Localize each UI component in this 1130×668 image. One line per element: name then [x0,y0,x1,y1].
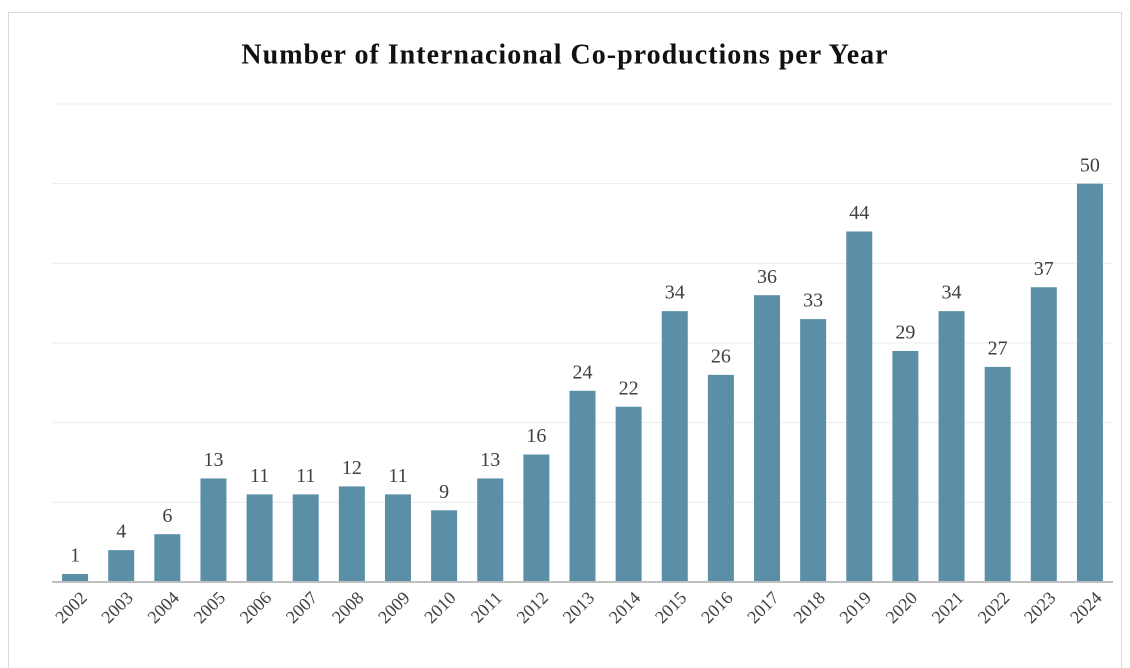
bar [200,478,227,582]
bar [292,494,319,582]
bar [800,319,827,582]
value-label: 27 [988,337,1008,359]
chart-frame [8,12,1122,668]
value-label: 34 [942,282,962,304]
chart-title: Number of Internacional Co-productions p… [241,39,888,70]
value-label: 6 [162,505,172,527]
value-label: 1 [70,545,80,567]
bar [1076,183,1103,582]
value-label: 16 [526,425,546,447]
bar [984,366,1011,582]
value-label: 13 [203,449,223,471]
value-label: 50 [1080,154,1100,176]
value-label: 13 [480,449,500,471]
value-label: 11 [250,465,269,487]
value-label: 36 [757,266,777,288]
bar [338,486,365,582]
bar [707,374,734,582]
value-label: 11 [296,465,315,487]
bar [569,390,596,582]
value-label: 11 [388,465,407,487]
value-label: 4 [116,521,126,543]
bar [477,478,504,582]
bar [246,494,273,582]
bar [523,454,550,582]
value-label: 33 [803,290,823,312]
value-label: 9 [439,481,449,503]
bar [1030,287,1057,582]
bar [754,295,781,582]
bar [384,494,411,582]
value-label: 24 [573,361,593,383]
bar [154,534,181,582]
bar [108,550,135,582]
bar [62,574,89,582]
bar [615,406,642,582]
bar [661,311,688,582]
value-label: 22 [619,377,639,399]
value-label: 44 [849,202,869,224]
value-label: 26 [711,345,731,367]
bar [938,311,965,582]
value-label: 34 [665,282,685,304]
value-label: 12 [342,457,362,479]
bar [892,350,919,582]
value-label: 37 [1034,258,1054,280]
value-label: 29 [895,322,915,344]
bar [846,231,873,582]
bar [431,510,458,582]
